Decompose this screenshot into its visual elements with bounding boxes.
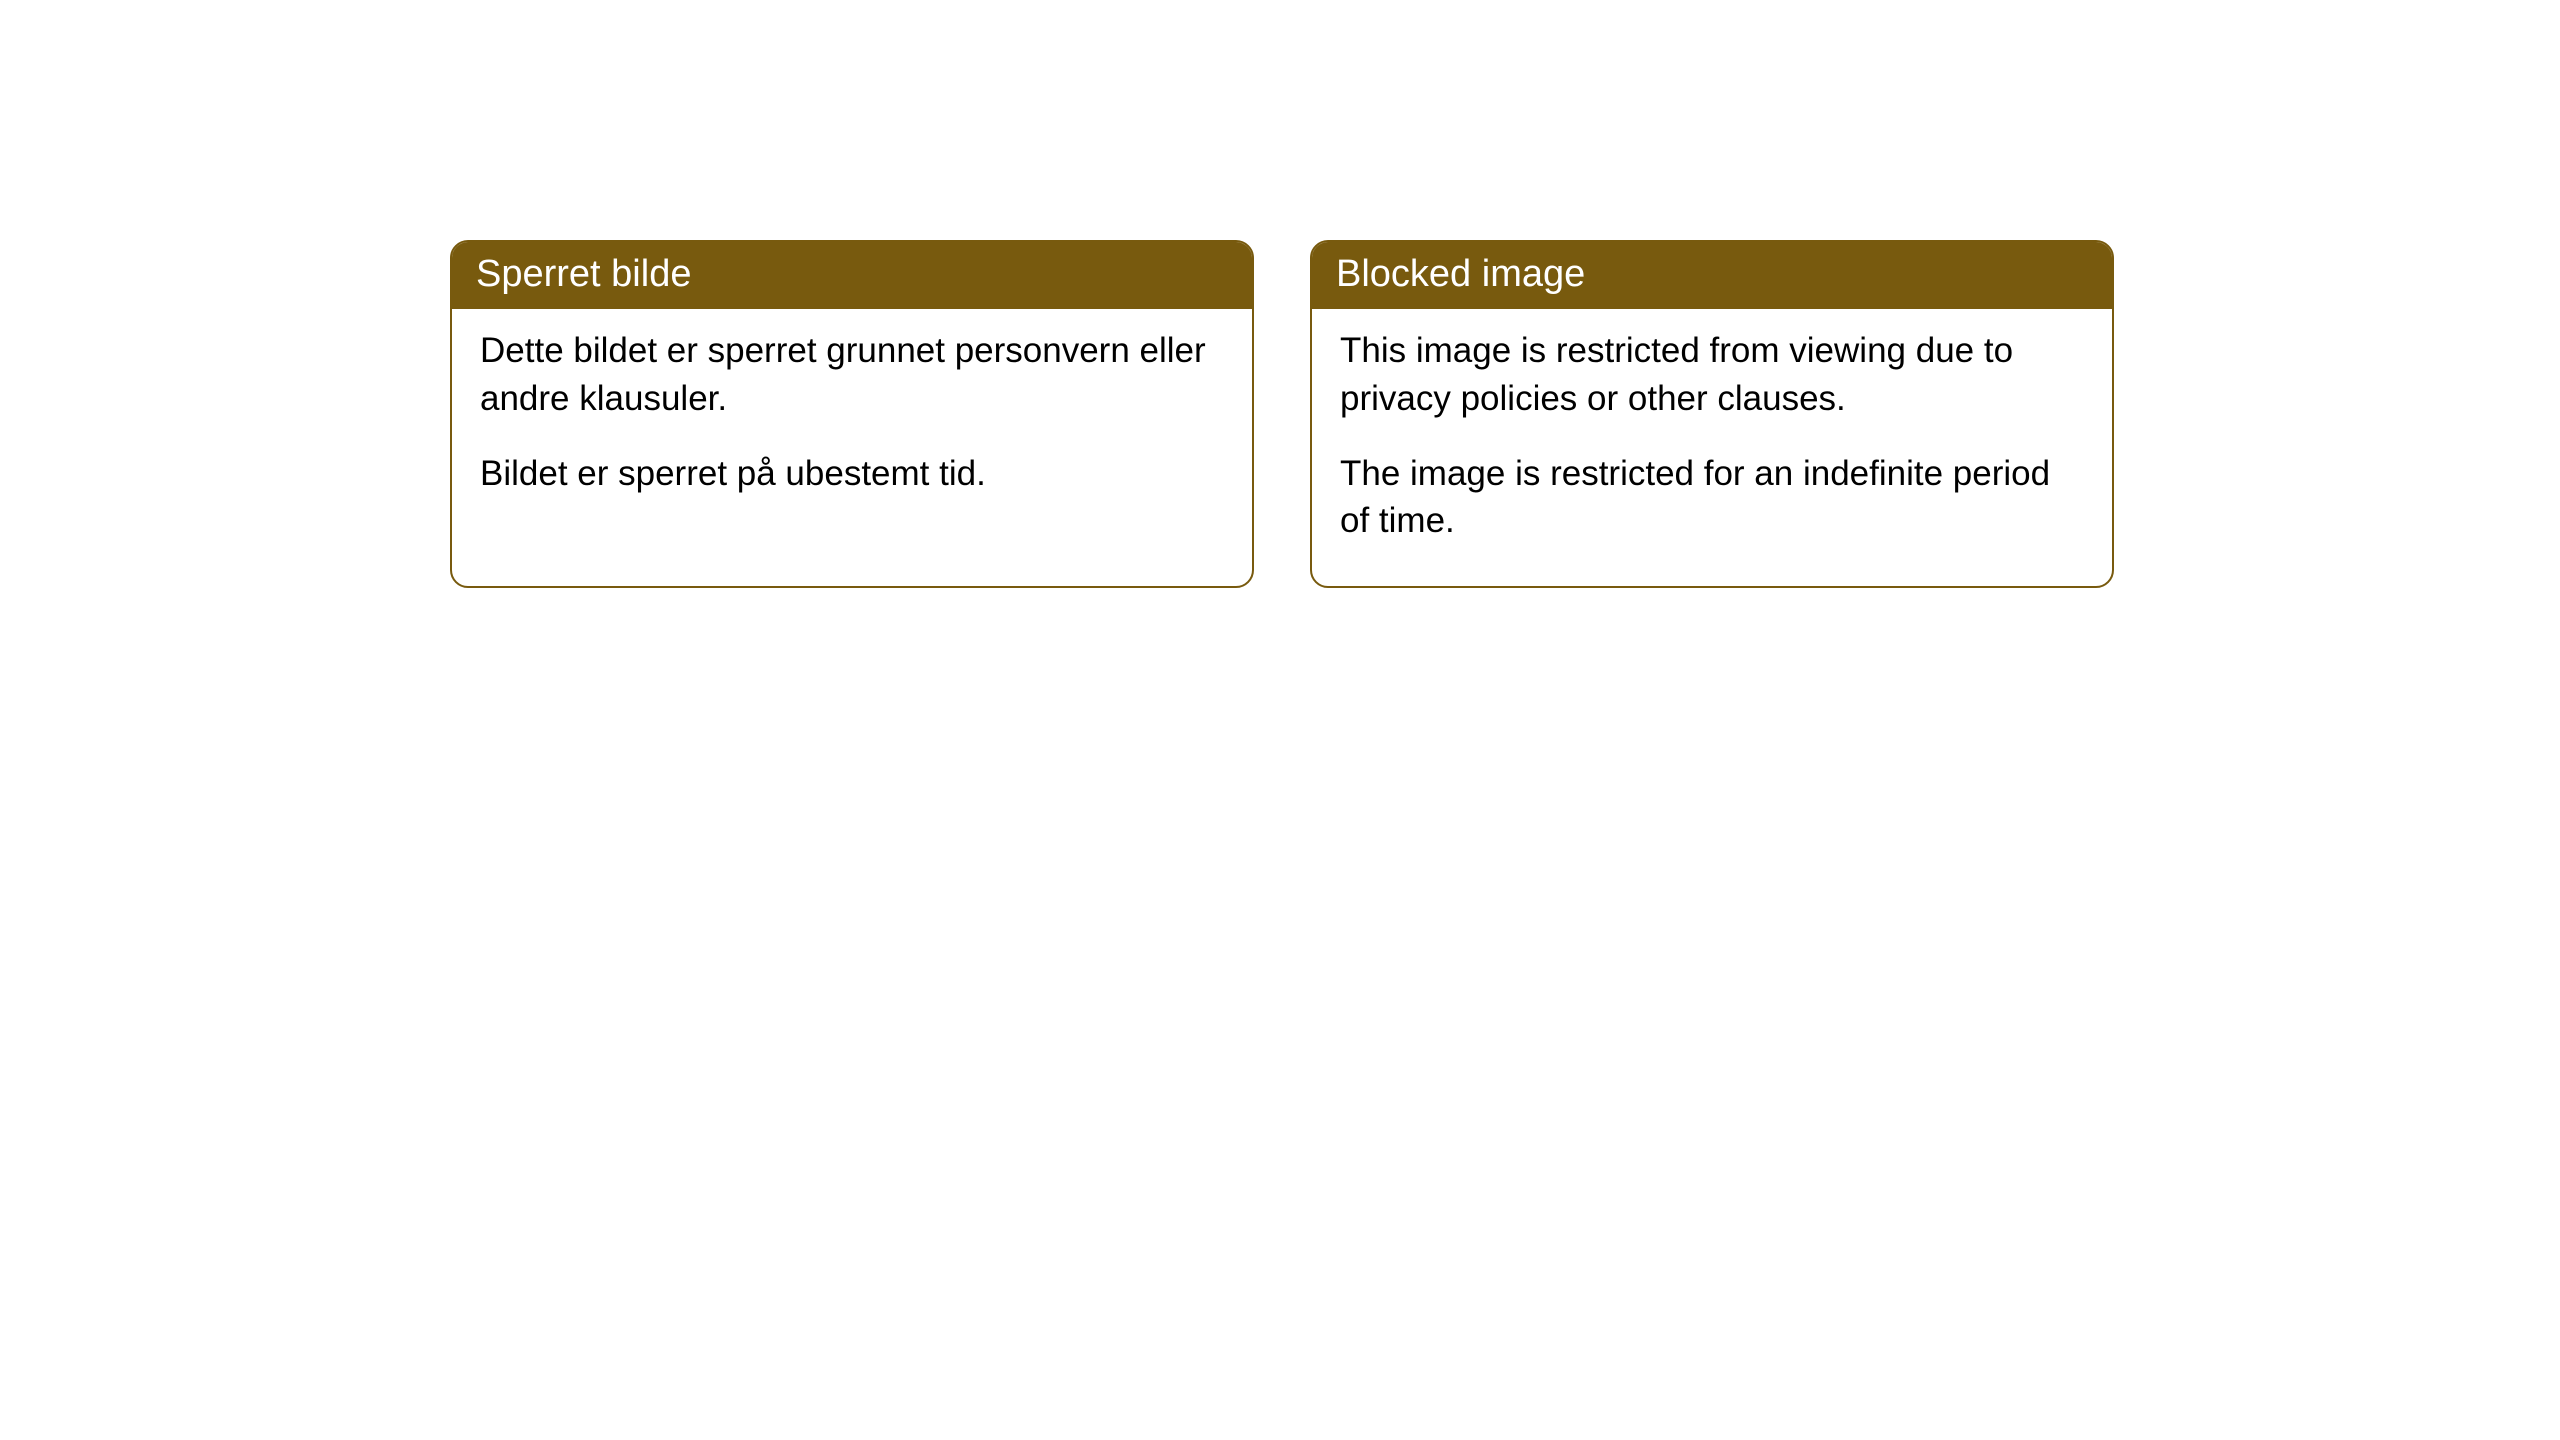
card-title: Sperret bilde bbox=[476, 253, 691, 295]
notice-card-english: Blocked image This image is restricted f… bbox=[1310, 240, 2114, 588]
card-header: Sperret bilde bbox=[452, 242, 1252, 309]
card-header: Blocked image bbox=[1312, 242, 2112, 309]
card-body: This image is restricted from viewing du… bbox=[1312, 309, 2112, 586]
card-title: Blocked image bbox=[1336, 253, 1585, 295]
card-paragraph: The image is restricted for an indefinit… bbox=[1340, 450, 2084, 545]
card-paragraph: This image is restricted from viewing du… bbox=[1340, 327, 2084, 422]
card-paragraph: Dette bildet er sperret grunnet personve… bbox=[480, 327, 1224, 422]
card-paragraph: Bildet er sperret på ubestemt tid. bbox=[480, 450, 1224, 497]
notice-cards-container: Sperret bilde Dette bildet er sperret gr… bbox=[450, 240, 2114, 588]
notice-card-norwegian: Sperret bilde Dette bildet er sperret gr… bbox=[450, 240, 1254, 588]
card-body: Dette bildet er sperret grunnet personve… bbox=[452, 309, 1252, 539]
